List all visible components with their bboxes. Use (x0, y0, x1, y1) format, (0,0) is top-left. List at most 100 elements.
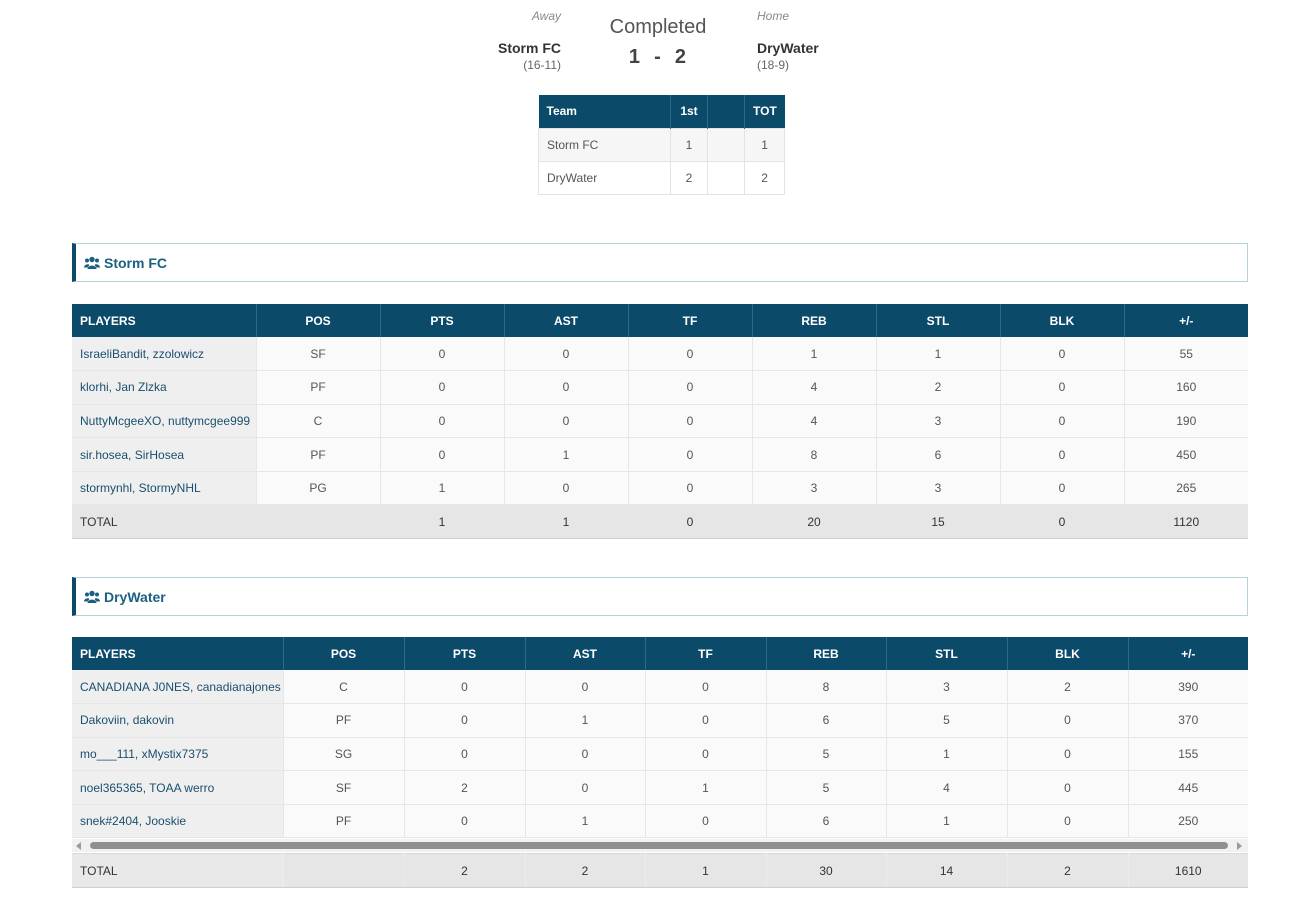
player-name-link[interactable]: Dakoviin, dakovin (72, 703, 284, 738)
player-tf: 0 (645, 804, 767, 839)
team-title[interactable]: Storm FC (104, 254, 167, 271)
total-label: TOTAL (72, 504, 257, 540)
box-score-table-storm-fc: PLAYERS POS PTS AST TF REB STL BLK +/- I… (72, 304, 1248, 540)
player-reb: 1 (752, 337, 877, 372)
player-pos: PF (283, 703, 405, 738)
scrollbar-thumb[interactable] (90, 842, 1228, 849)
player-blk: 0 (1000, 471, 1125, 506)
player-pos: C (256, 404, 381, 439)
period-1st: 2 (670, 160, 708, 195)
col-header-tf[interactable]: TF (645, 637, 767, 670)
player-plus-minus: 250 (1128, 804, 1248, 839)
away-label: Away (531, 9, 561, 23)
player-blk: 0 (1007, 703, 1129, 738)
col-header-pts[interactable]: PTS (404, 637, 526, 670)
horizontal-scrollbar[interactable] (72, 839, 1248, 852)
col-header-plus-minus[interactable]: +/- (1128, 637, 1248, 670)
scroll-left-icon[interactable] (76, 842, 81, 850)
player-pts: 0 (380, 337, 505, 372)
period-row: Storm FC 1 1 (538, 127, 786, 162)
player-tf: 0 (628, 437, 753, 472)
team-header-drywater: DryWater (72, 577, 1248, 616)
total-label: TOTAL (72, 853, 284, 888)
period-header-tot: TOT (744, 95, 785, 128)
player-name-link[interactable]: sir.hosea, SirHosea (72, 437, 257, 472)
col-header-tf[interactable]: TF (628, 304, 753, 337)
player-pos: SF (283, 770, 405, 805)
player-name-link[interactable]: noel365365, TOAA werro (72, 770, 284, 805)
player-plus-minus: 390 (1128, 670, 1248, 705)
game-status-block: Completed 1 - 2 (580, 15, 736, 69)
player-plus-minus: 155 (1128, 737, 1248, 772)
total-plus-minus: 1120 (1124, 504, 1248, 540)
player-name-link[interactable]: klorhi, Jan Zlzka (72, 370, 257, 405)
player-ast: 0 (525, 770, 646, 805)
home-team-name[interactable]: DryWater (757, 40, 819, 56)
total-tf: 0 (628, 504, 753, 540)
total-pts: 2 (404, 853, 526, 888)
users-icon (84, 256, 100, 269)
col-header-reb[interactable]: REB (766, 637, 887, 670)
total-pos (256, 504, 381, 540)
player-pts: 0 (404, 804, 526, 839)
player-reb: 6 (766, 804, 887, 839)
player-reb: 5 (766, 770, 887, 805)
box-score-table-drywater: PLAYERS POS PTS AST TF REB STL BLK +/- C… (72, 637, 1248, 839)
period-row: DryWater 2 2 (538, 160, 786, 195)
col-header-stl[interactable]: STL (876, 304, 1001, 337)
total-stl: 15 (876, 504, 1001, 540)
col-header-ast[interactable]: AST (525, 637, 646, 670)
player-reb: 8 (752, 437, 877, 472)
player-pos: PF (256, 437, 381, 472)
player-name-link[interactable]: IsraeliBandit, zzolowicz (72, 337, 257, 372)
player-name-link[interactable]: CANADIANA J0NES, canadianajones (72, 670, 284, 705)
player-reb: 3 (752, 471, 877, 506)
col-header-blk[interactable]: BLK (1007, 637, 1129, 670)
box-header-row: PLAYERS POS PTS AST TF REB STL BLK +/- (72, 637, 1248, 670)
player-stl: 3 (876, 471, 1001, 506)
player-pts: 0 (380, 437, 505, 472)
player-blk: 2 (1007, 670, 1129, 705)
team-title[interactable]: DryWater (104, 588, 166, 605)
player-pos: PF (283, 804, 405, 839)
player-name-link[interactable]: NuttyMcgeeXO, nuttymcgee999 (72, 404, 257, 439)
total-ast: 2 (525, 853, 646, 888)
player-pos: C (283, 670, 405, 705)
away-team-name[interactable]: Storm FC (498, 40, 561, 56)
col-header-plus-minus[interactable]: +/- (1124, 304, 1248, 337)
game-status: Completed (609, 16, 707, 38)
col-header-stl[interactable]: STL (886, 637, 1008, 670)
player-name-link[interactable]: snek#2404, Jooskie (72, 804, 284, 839)
player-ast: 0 (504, 370, 629, 405)
final-score: 1 - 2 (628, 46, 688, 68)
player-blk: 0 (1007, 770, 1129, 805)
col-header-pos[interactable]: POS (256, 304, 381, 337)
player-tf: 0 (628, 370, 753, 405)
total-row: TOTAL 2 2 1 30 14 2 1610 (72, 853, 1248, 888)
player-pts: 0 (380, 370, 505, 405)
player-name-link[interactable]: stormynhl, StormyNHL (72, 471, 257, 506)
player-ast: 1 (525, 804, 646, 839)
total-reb: 30 (766, 853, 887, 888)
player-blk: 0 (1000, 370, 1125, 405)
player-pts: 2 (404, 770, 526, 805)
table-row: snek#2404, Jooskie PF 0 1 0 6 1 0 250 (72, 804, 1248, 839)
player-tf: 0 (628, 471, 753, 506)
col-header-blk[interactable]: BLK (1000, 304, 1125, 337)
player-tf: 1 (645, 770, 767, 805)
total-reb: 20 (752, 504, 877, 540)
col-header-reb[interactable]: REB (752, 304, 877, 337)
total-blk: 2 (1007, 853, 1129, 888)
period-tot: 1 (743, 127, 786, 162)
col-header-players[interactable]: PLAYERS (72, 637, 284, 670)
col-header-ast[interactable]: AST (504, 304, 629, 337)
col-header-pos[interactable]: POS (283, 637, 405, 670)
total-stl: 14 (886, 853, 1008, 888)
player-name-link[interactable]: mo___111, xMystix7375 (72, 737, 284, 772)
period-team: Storm FC (538, 127, 671, 162)
period-blank (707, 127, 745, 162)
player-blk: 0 (1007, 804, 1129, 839)
scroll-right-icon[interactable] (1237, 842, 1242, 850)
col-header-pts[interactable]: PTS (380, 304, 505, 337)
col-header-players[interactable]: PLAYERS (72, 304, 257, 337)
